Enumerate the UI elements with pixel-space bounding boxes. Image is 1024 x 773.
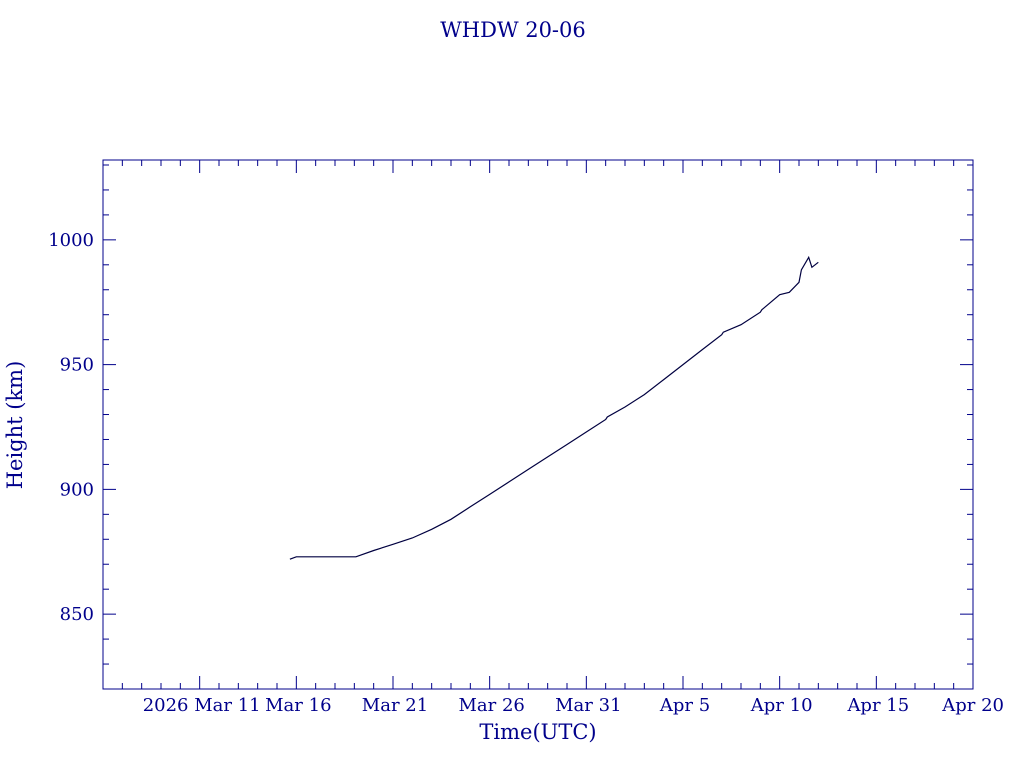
y-tick-label: 1000 [48, 230, 94, 251]
y-tick-label: 950 [60, 355, 94, 376]
x-tick-label: Apr 10 [750, 695, 813, 716]
x-axis-ticks [102, 160, 974, 689]
x-axis-tick-labels: 2026 Mar 11 Mar 16 Mar 21 Mar 26 Mar 31 Apr 5… [143, 695, 1004, 716]
chart-title: WHDW 20-06 [440, 18, 586, 42]
y-axis-label: Height (km) [3, 361, 27, 490]
x-tick-label: Apr 5 [659, 695, 710, 716]
x-tick-label: Apr 15 [846, 695, 909, 716]
y-axis-ticks [103, 164, 973, 690]
y-tick-label: 900 [60, 479, 94, 500]
x-axis-label: Time(UTC) [479, 720, 596, 744]
x-tick-label: Mar 31 [555, 695, 621, 716]
y-axis-tick-labels: 850 900 950 1000 [48, 230, 94, 625]
x-tick-label: Mar 21 [362, 695, 428, 716]
x-tick-label: 2026 Mar 11 [143, 695, 261, 716]
x-tick-label: Mar 26 [458, 695, 524, 716]
y-tick-label: 850 [60, 604, 94, 625]
series-line [289, 255, 819, 560]
x-tick-label: Apr 20 [941, 695, 1004, 716]
x-tick-label: Mar 16 [265, 695, 331, 716]
plot-frame [102, 159, 974, 690]
